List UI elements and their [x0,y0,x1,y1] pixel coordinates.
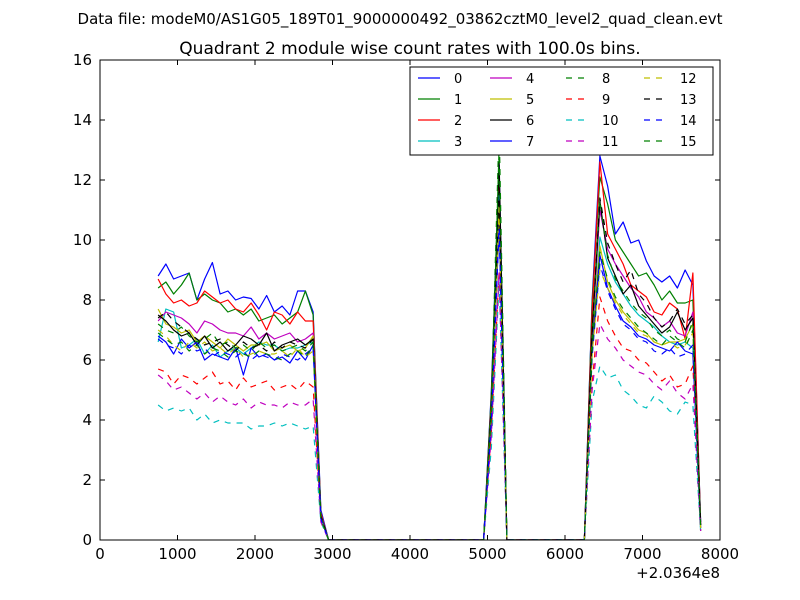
series-line-12 [157,215,702,540]
legend-label-13: 13 [680,93,697,108]
legend-label-10: 10 [602,114,619,129]
figure-suptitle: Data file: modeM0/AS1G05_189T01_90000004… [78,10,723,29]
series-line-6 [157,161,702,540]
series-line-1 [157,170,702,540]
y-tick-label: 10 [73,231,92,249]
x-tick-label: 0 [95,545,105,563]
x-tick-label: 8000 [701,545,739,563]
ticks-layer: 0 1000 2000 3000 4000 5000 6000 7000 80000246810… [73,51,739,563]
series-line-5 [157,203,702,540]
series-line-10 [157,281,702,540]
legend-label-0: 0 [454,72,462,87]
legend-label-15: 15 [680,135,697,150]
legend-label-8: 8 [602,72,610,87]
series-line-15 [157,146,702,540]
series-line-0 [157,155,702,540]
legend-label-7: 7 [526,135,534,150]
y-tick-label: 4 [82,411,92,429]
series-layer [157,125,702,540]
legend-label-9: 9 [602,93,610,108]
legend-label-1: 1 [454,93,462,108]
x-tick-label: 7000 [623,545,661,563]
plot-area: 0 1000 2000 3000 4000 5000 6000 7000 80000246810… [73,51,739,582]
series-line-4 [157,209,702,540]
legend-label-6: 6 [526,114,534,129]
legend-label-11: 11 [602,135,619,150]
legend-label-3: 3 [454,135,462,150]
y-tick-label: 8 [82,291,92,309]
y-tick-label: 2 [82,471,92,489]
x-tick-label: 2000 [236,545,274,563]
x-tick-label: 4000 [391,545,429,563]
legend-label-12: 12 [680,72,697,87]
y-tick-label: 14 [73,111,92,129]
y-tick-label: 6 [82,351,92,369]
x-tick-label: 3000 [313,545,351,563]
legend-label-4: 4 [526,72,534,87]
series-line-14 [157,227,702,540]
series-line-3 [157,194,702,540]
legend-frame [409,66,714,156]
x-tick-label: 5000 [468,545,506,563]
legend-label-14: 14 [680,114,697,129]
series-line-2 [157,161,702,540]
x-tick-label: 6000 [546,545,584,563]
x-tick-label: 1000 [158,545,196,563]
legend-label-5: 5 [526,93,534,108]
chart-title: Quadrant 2 module wise count rates with … [179,39,640,59]
legend-label-2: 2 [454,114,462,129]
y-tick-label: 0 [82,531,92,549]
x-offset-label: +2.0364e8 [636,564,720,582]
y-tick-label: 16 [73,51,92,69]
y-tick-label: 12 [73,171,92,189]
